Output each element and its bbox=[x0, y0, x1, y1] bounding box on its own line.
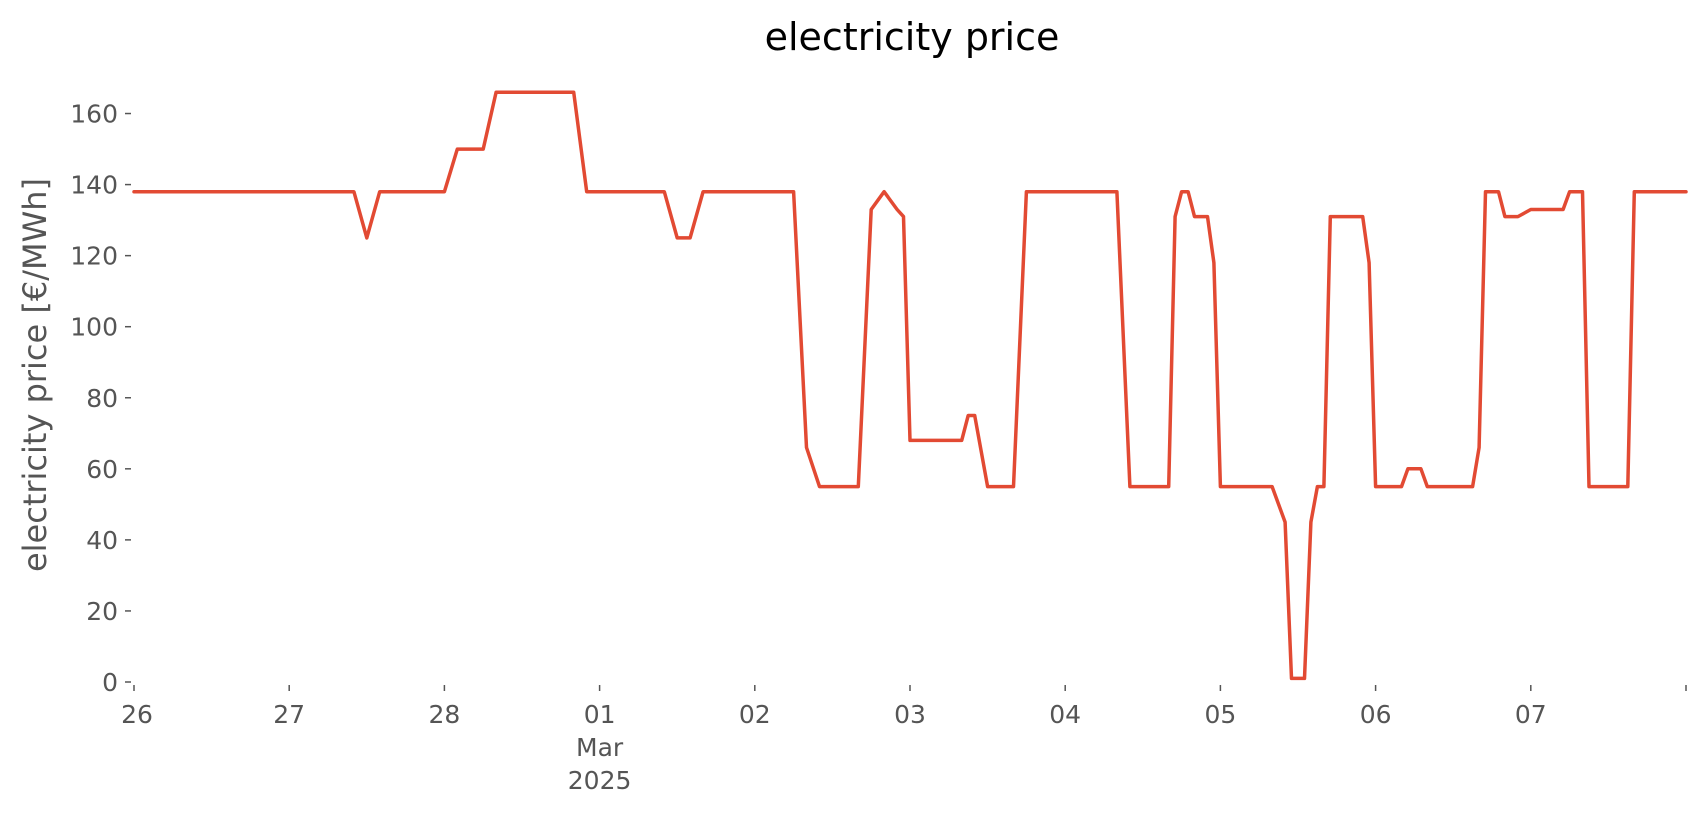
price-series-line bbox=[132, 90, 1688, 681]
x-axis: 26 27 28 01 Mar 2025 02 03 04 05 06 07 bbox=[121, 685, 1687, 795]
y-axis-label: electricity price [€/MWh] bbox=[16, 178, 54, 572]
y-tick-label: 80 bbox=[86, 384, 118, 413]
x-tick-label: 07 bbox=[1515, 700, 1547, 729]
x-tick-label: 05 bbox=[1204, 700, 1236, 729]
y-tick-label: 100 bbox=[70, 313, 118, 342]
y-tick-label: 20 bbox=[86, 597, 118, 626]
x-tick-label: 03 bbox=[894, 700, 926, 729]
x-tick-label: 27 bbox=[273, 700, 305, 729]
plot-area bbox=[132, 90, 1688, 681]
chart-title: electricity price bbox=[765, 15, 1060, 59]
y-tick-label: 60 bbox=[86, 455, 118, 484]
x-tick-label: 26 bbox=[121, 700, 153, 729]
y-tick-label: 140 bbox=[70, 171, 118, 200]
y-tick-label: 160 bbox=[70, 100, 118, 129]
x-tick-label: 02 bbox=[739, 700, 771, 729]
x-tick-month-label: Mar bbox=[576, 733, 624, 762]
y-tick-label: 0 bbox=[102, 668, 118, 697]
x-tick-label: 04 bbox=[1049, 700, 1081, 729]
x-tick-year-label: 2025 bbox=[568, 766, 632, 795]
x-tick-label: 01 bbox=[584, 700, 616, 729]
y-axis: 0 20 40 60 80 100 120 140 160 bbox=[70, 100, 131, 697]
x-tick-label: 06 bbox=[1360, 700, 1392, 729]
y-tick-label: 40 bbox=[86, 526, 118, 555]
x-tick-label: 28 bbox=[428, 700, 460, 729]
y-tick-label: 120 bbox=[70, 242, 118, 271]
